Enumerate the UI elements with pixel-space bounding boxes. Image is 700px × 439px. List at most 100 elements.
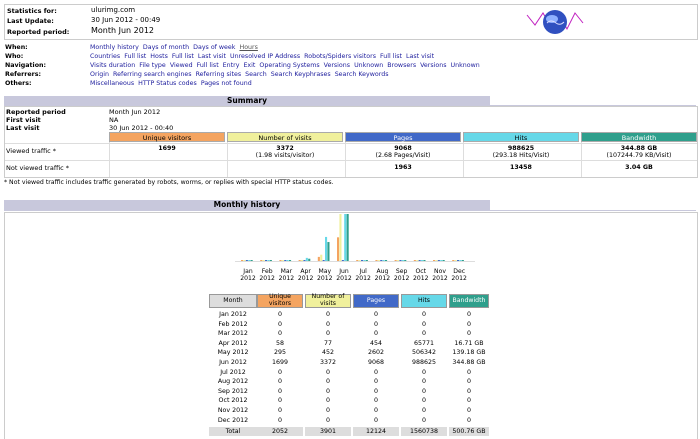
monthly-cell: Aug 2012 (217, 378, 249, 386)
chart-bar (385, 260, 388, 261)
monthly-cell: 0 (277, 311, 282, 318)
monthly-cell: 0 (466, 330, 471, 338)
monthly-total-cell: 1560738 (401, 427, 447, 436)
nav-row: Referrers: Origin Referring search engines… (4, 71, 696, 80)
nav-row-label: Who: (5, 53, 24, 60)
monthly-cell: 0 (466, 397, 471, 405)
monthly-cell: 1699 (271, 359, 289, 366)
nav-link[interactable]: Countries (90, 53, 121, 60)
nav-link[interactable]: Days of week (193, 44, 236, 51)
reported-period-value: Month Jun 2012 (91, 26, 155, 35)
nav-link[interactable]: Pages not found (200, 80, 252, 87)
chart-month-label: Oct 2012 (412, 268, 430, 282)
monthly-cell: 988625 (411, 359, 437, 366)
monthly-cell: May 2012 (217, 349, 249, 357)
nav-link[interactable]: Exit (243, 62, 256, 69)
monthly-cell: 0 (373, 407, 378, 414)
chart-month-year: 2012 (240, 275, 256, 282)
chart-bar (289, 260, 292, 261)
chart-month-name: Jan (243, 268, 253, 275)
chart-bar (250, 260, 253, 261)
nav-link[interactable]: Entry (222, 62, 240, 69)
nav-link[interactable]: Versions (323, 62, 351, 69)
chart-bar (423, 260, 426, 261)
monthly-cell: 16.71 GB (454, 339, 484, 347)
monthly-cell: 0 (466, 311, 471, 318)
chart-bar (457, 260, 460, 261)
nav-link[interactable]: Referring search engines (113, 71, 192, 78)
nav-link[interactable]: Robots/Spiders visitors (304, 53, 376, 60)
monthly-cell: Jul 2012 (220, 368, 246, 376)
last-visit-value: 30 Jun 2012 - 00:40 (109, 124, 174, 132)
chart-month-label: Jan 2012 (239, 268, 257, 282)
chart-bar (308, 258, 311, 261)
nav-link[interactable]: Viewed (169, 62, 193, 69)
viewed-subvalue: (107244.79 KB/Visit) (606, 152, 672, 159)
nav-link[interactable]: File type (139, 62, 166, 69)
chart-bar (260, 260, 263, 261)
nav-link[interactable]: Full list (196, 62, 219, 69)
nav-link[interactable]: Browsers (387, 62, 417, 69)
monthly-cell: 0 (373, 311, 378, 318)
chart-bar (262, 260, 265, 261)
row-divider (5, 160, 697, 161)
nav-link[interactable]: Search (245, 71, 267, 78)
last-update-value: 30 Jun 2012 - 00:49 (91, 16, 161, 24)
viewed-traffic-label: Viewed traffic * (6, 147, 56, 155)
nav-link[interactable]: HTTP Status codes (138, 80, 197, 87)
chart-month-name: Mar (280, 268, 293, 275)
stats-for-value: ulurimg.com (91, 6, 136, 14)
monthly-cell: Apr 2012 (218, 339, 248, 347)
nav-link[interactable]: Hours (239, 44, 258, 51)
monthly-cell: 0 (325, 407, 330, 414)
monthly-cell: 0 (421, 387, 426, 395)
nav-link[interactable]: Days of month (142, 44, 190, 51)
chart-bar (356, 260, 359, 261)
viewed-value: 988625 (507, 145, 535, 152)
nav-link[interactable]: Full list (124, 53, 147, 60)
monthly-cell: 9068 (367, 359, 385, 366)
monthly-cell: 295 (273, 349, 287, 357)
chart-month-name: Aug (376, 268, 389, 275)
monthly-total-cell: Total (209, 427, 257, 436)
chart-bar (301, 259, 304, 261)
monthly-history-title: Monthly history (4, 200, 490, 210)
nav-link[interactable]: Origin (90, 71, 110, 78)
chart-bar (421, 260, 424, 261)
chart-bar (358, 260, 361, 261)
nav-link[interactable]: Search Keywords (334, 71, 389, 78)
nav-link[interactable]: Visits duration (90, 62, 136, 69)
chart-month-year: 2012 (393, 275, 410, 282)
monthly-column-header: Pages (353, 294, 399, 308)
monthly-total-cell: 500.76 GB (449, 427, 489, 436)
chart-bar (416, 260, 419, 261)
nav-link[interactable]: Full list (379, 53, 403, 60)
nav-link[interactable]: Unresolved IP Address (229, 53, 301, 60)
nav-row-links: Miscellaneous HTTP Status codes Pages not … (90, 80, 256, 87)
monthly-cell: 454 (369, 339, 383, 347)
nav-link[interactable]: Miscellaneous (90, 80, 135, 87)
monthly-cell: 0 (466, 320, 471, 328)
nav-link[interactable]: Referring sites (195, 71, 242, 78)
viewed-value: 1699 (158, 145, 176, 152)
chart-bar (341, 260, 344, 261)
nav-link[interactable]: Operating Systems (259, 62, 320, 69)
nav-link[interactable]: Hosts (150, 53, 168, 60)
monthly-cell: 0 (325, 311, 330, 318)
nav-link[interactable]: Versions (420, 62, 447, 69)
nav-link[interactable]: Unknown (450, 62, 480, 69)
chart-month-label: Jul 2012 (354, 268, 372, 282)
nav-link[interactable]: Search Keyphrases (270, 71, 331, 78)
nav-link[interactable]: Full list (171, 53, 194, 60)
monthly-history-chart (235, 214, 475, 262)
nav-link[interactable]: Monthly history (90, 44, 139, 51)
nav-row: Navigation: Visits duration File type Viewe… (4, 62, 696, 71)
chart-bar (399, 260, 402, 261)
nav-link[interactable]: Last visit (197, 53, 226, 60)
chart-bar (241, 260, 244, 261)
nav-link[interactable]: Unknown (354, 62, 384, 69)
monthly-cell: 0 (421, 407, 426, 414)
monthly-cell: 0 (373, 397, 378, 405)
nav-link[interactable]: Last visit (406, 53, 435, 60)
reported-period-label: Reported period: (7, 28, 70, 36)
